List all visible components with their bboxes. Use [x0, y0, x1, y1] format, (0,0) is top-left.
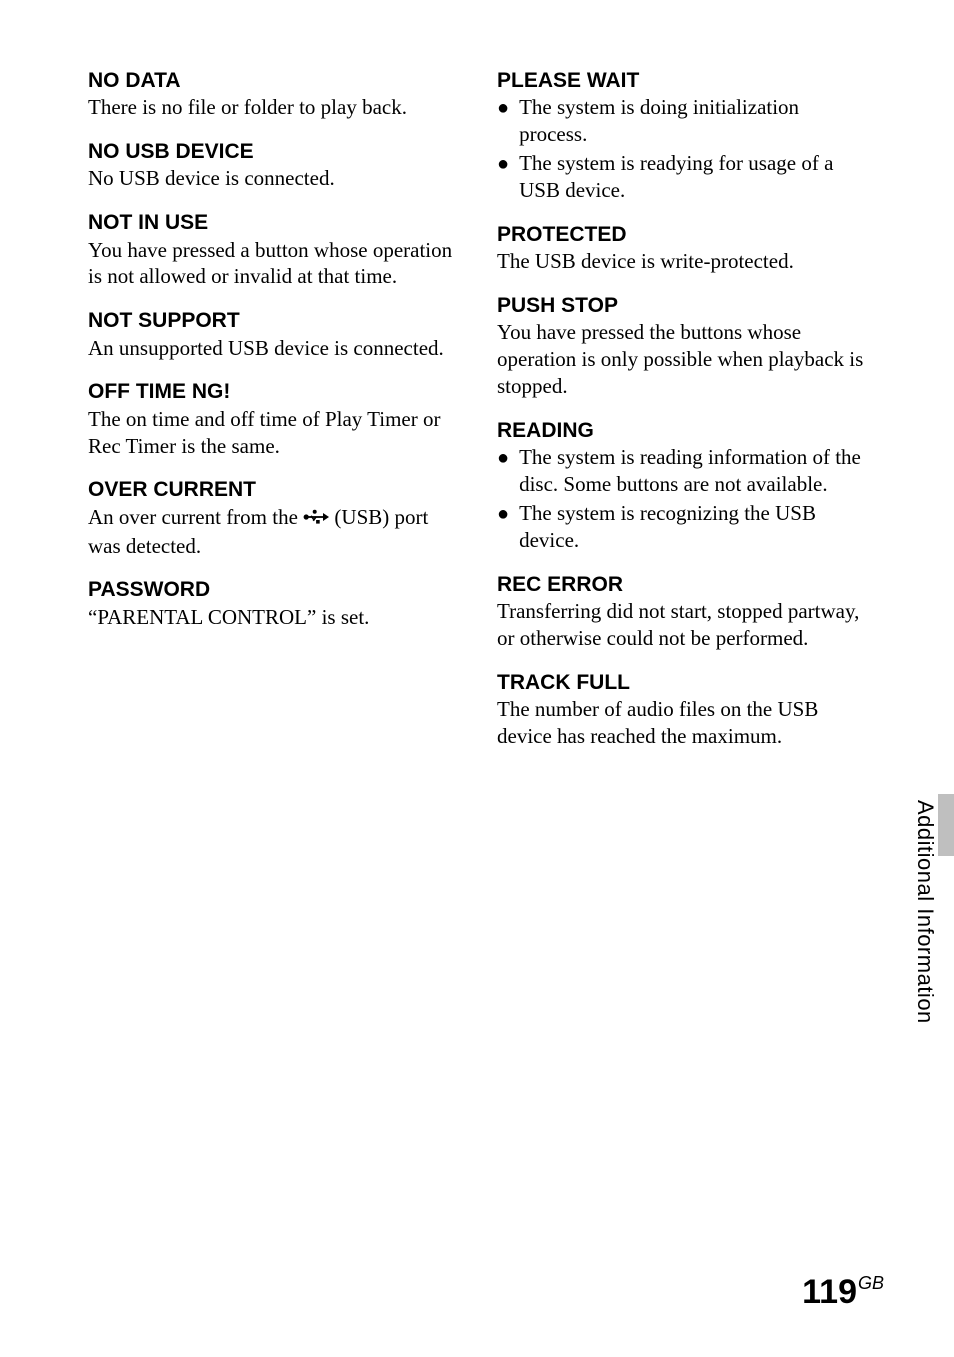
- list-item: ● The system is recognizing the USB devic…: [497, 500, 866, 554]
- body-text: There is no file or folder to play back.: [88, 94, 457, 121]
- body-text: You have pressed the buttons whose opera…: [497, 319, 866, 400]
- heading: OFF TIME NG!: [88, 379, 457, 405]
- bullet-text: The system is doing initialization proce…: [519, 94, 866, 148]
- list-item: ● The system is reading information of th…: [497, 444, 866, 498]
- heading: OVER CURRENT: [88, 477, 457, 503]
- entry-over-current: OVER CURRENT An over current from the (U…: [88, 477, 457, 559]
- heading: PROTECTED: [497, 222, 866, 248]
- entry-no-usb-device: NO USB DEVICE No USB device is connected…: [88, 139, 457, 192]
- heading: PUSH STOP: [497, 293, 866, 319]
- body-text: An over current from the (USB) port was …: [88, 504, 457, 560]
- entry-rec-error: REC ERROR Transferring did not start, st…: [497, 572, 866, 652]
- entry-off-time-ng: OFF TIME NG! The on time and off time of…: [88, 379, 457, 459]
- entry-protected: PROTECTED The USB device is write-protec…: [497, 222, 866, 275]
- usb-trident-icon: [303, 506, 329, 533]
- side-tab-label: Additional Information: [912, 800, 938, 1024]
- heading: PLEASE WAIT: [497, 68, 866, 94]
- page-number-suffix: GB: [858, 1273, 884, 1293]
- body-text: “PARENTAL CONTROL” is set.: [88, 604, 457, 631]
- bullet-list: ● The system is reading information of th…: [497, 444, 866, 554]
- heading: NOT IN USE: [88, 210, 457, 236]
- heading: NOT SUPPORT: [88, 308, 457, 334]
- bullet-dot-icon: ●: [497, 448, 509, 468]
- page-number: 119GB: [802, 1273, 884, 1312]
- tab-gray-marker: [938, 794, 954, 856]
- bullet-text: The system is recognizing the USB device…: [519, 500, 866, 554]
- entry-track-full: TRACK FULL The number of audio files on …: [497, 670, 866, 750]
- entry-reading: READING ● The system is reading informati…: [497, 418, 866, 554]
- body-text: No USB device is connected.: [88, 165, 457, 192]
- bullet-text: The system is reading information of the…: [519, 444, 866, 498]
- page-number-value: 119: [802, 1273, 857, 1311]
- two-column-layout: NO DATA There is no file or folder to pl…: [88, 68, 866, 768]
- body-text: The number of audio files on the USB dev…: [497, 696, 866, 750]
- body-text: The USB device is write-protected.: [497, 248, 866, 275]
- body-text: You have pressed a button whose operatio…: [88, 237, 457, 291]
- manual-page: NO DATA There is no file or folder to pl…: [0, 0, 954, 1357]
- body-text: An unsupported USB device is connected.: [88, 335, 457, 362]
- heading: TRACK FULL: [497, 670, 866, 696]
- bullet-dot-icon: ●: [497, 98, 509, 118]
- bullet-dot-icon: ●: [497, 154, 509, 174]
- bullet-list: ● The system is doing initialization proc…: [497, 94, 866, 204]
- heading: NO DATA: [88, 68, 457, 94]
- heading: READING: [497, 418, 866, 444]
- entry-no-data: NO DATA There is no file or folder to pl…: [88, 68, 457, 121]
- entry-not-support: NOT SUPPORT An unsupported USB device is…: [88, 308, 457, 361]
- entry-push-stop: PUSH STOP You have pressed the buttons w…: [497, 293, 866, 400]
- list-item: ● The system is doing initialization proc…: [497, 94, 866, 148]
- entry-please-wait: PLEASE WAIT ● The system is doing initial…: [497, 68, 866, 204]
- bullet-dot-icon: ●: [497, 504, 509, 524]
- body-text: The on time and off time of Play Timer o…: [88, 406, 457, 460]
- heading: NO USB DEVICE: [88, 139, 457, 165]
- body-pre: An over current from the: [88, 505, 303, 529]
- right-column: PLEASE WAIT ● The system is doing initial…: [497, 68, 866, 768]
- entry-not-in-use: NOT IN USE You have pressed a button who…: [88, 210, 457, 290]
- side-tab: Additional Information: [914, 794, 954, 1096]
- left-column: NO DATA There is no file or folder to pl…: [88, 68, 457, 768]
- entry-password: PASSWORD “PARENTAL CONTROL” is set.: [88, 577, 457, 630]
- heading: PASSWORD: [88, 577, 457, 603]
- bullet-text: The system is readying for usage of a US…: [519, 150, 866, 204]
- list-item: ● The system is readying for usage of a U…: [497, 150, 866, 204]
- body-text: Transferring did not start, stopped part…: [497, 598, 866, 652]
- heading: REC ERROR: [497, 572, 866, 598]
